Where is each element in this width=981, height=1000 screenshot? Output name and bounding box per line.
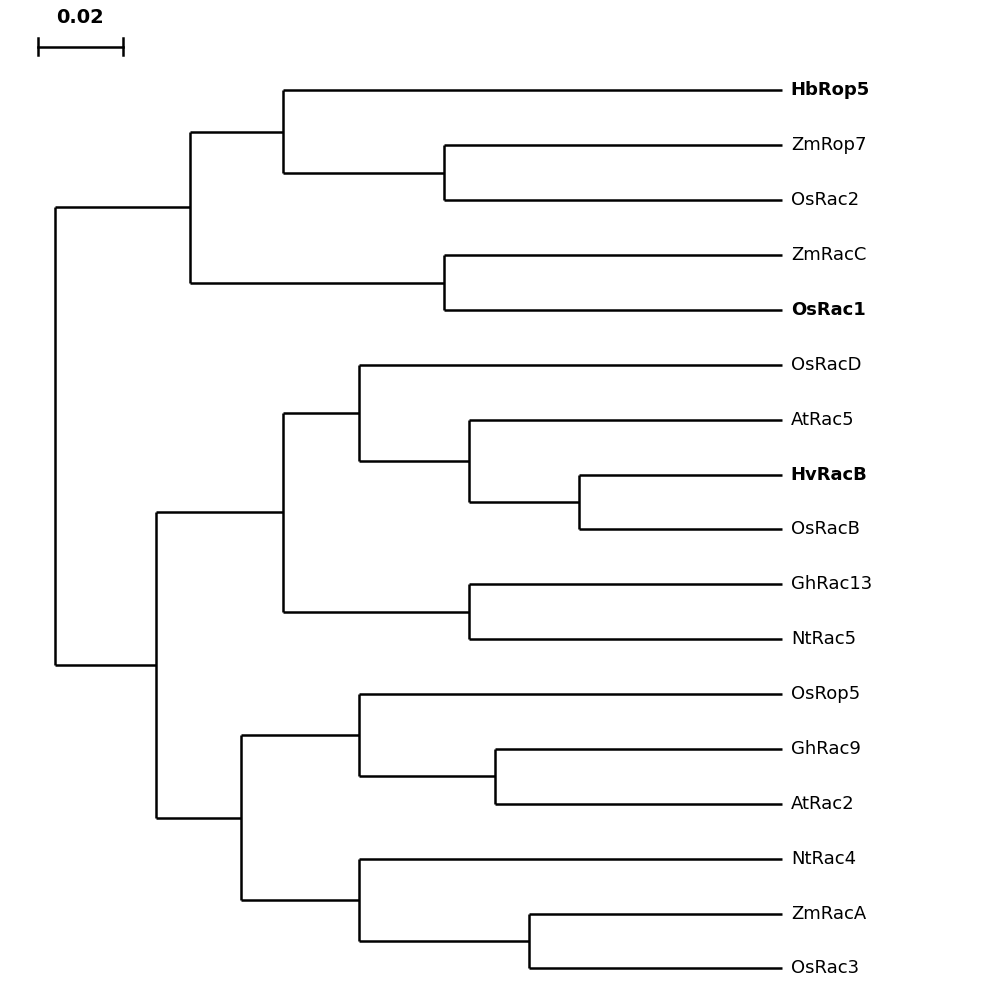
Text: GhRac13: GhRac13 <box>791 575 872 593</box>
Text: OsRac2: OsRac2 <box>791 191 859 209</box>
Text: 0.02: 0.02 <box>57 8 104 27</box>
Text: ZmRacA: ZmRacA <box>791 905 866 923</box>
Text: GhRac9: GhRac9 <box>791 740 860 758</box>
Text: OsRacB: OsRacB <box>791 520 859 538</box>
Text: NtRac5: NtRac5 <box>791 630 855 648</box>
Text: OsRop5: OsRop5 <box>791 685 860 703</box>
Text: AtRac2: AtRac2 <box>791 795 854 813</box>
Text: HbRop5: HbRop5 <box>791 81 870 99</box>
Text: NtRac4: NtRac4 <box>791 850 855 868</box>
Text: HvRacB: HvRacB <box>791 466 867 484</box>
Text: OsRacD: OsRacD <box>791 356 861 374</box>
Text: OsRac3: OsRac3 <box>791 959 859 977</box>
Text: AtRac5: AtRac5 <box>791 411 854 429</box>
Text: ZmRacC: ZmRacC <box>791 246 866 264</box>
Text: OsRac1: OsRac1 <box>791 301 865 319</box>
Text: ZmRop7: ZmRop7 <box>791 136 866 154</box>
